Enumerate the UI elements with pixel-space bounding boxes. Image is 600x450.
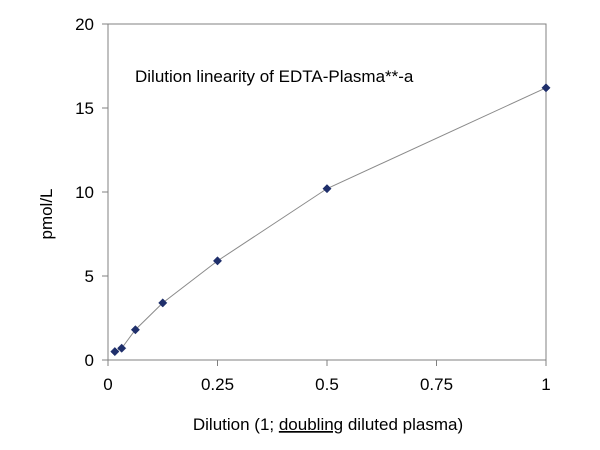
- x-axis-title-part-1: Dilution (1;: [193, 415, 279, 434]
- data-point-marker: [117, 343, 127, 353]
- y-tick-label: 10: [75, 183, 94, 202]
- x-axis-title: Dilution (1; doubling diluted plasma): [193, 415, 463, 434]
- data-point-marker: [212, 256, 223, 266]
- y-axis-title: pmol/L: [37, 188, 56, 239]
- x-tick-label: 0.75: [420, 375, 453, 394]
- data-point-marker: [158, 298, 168, 308]
- x-axis-title-part-2: doubling: [279, 415, 343, 434]
- y-tick-label: 0: [85, 351, 94, 370]
- y-tick-label: 15: [75, 99, 94, 118]
- x-tick-label: 1: [541, 375, 550, 394]
- x-tick-label: 0.5: [315, 375, 339, 394]
- series-line: [114, 87, 547, 353]
- y-tick-label: 20: [75, 15, 94, 34]
- data-point-marker: [322, 184, 332, 194]
- x-axis-ticks: 0 0.25 0.5 0.75 1: [103, 360, 551, 394]
- y-tick-label: 5: [85, 267, 94, 286]
- x-axis-title-part-3: diluted plasma): [343, 415, 463, 434]
- data-point-marker: [110, 347, 120, 357]
- series-group: [110, 83, 551, 357]
- x-tick-label: 0.25: [201, 375, 234, 394]
- y-axis-ticks: 0 5 10 15 20: [75, 15, 108, 370]
- chart-annotation: Dilution linearity of EDTA-Plasma**-a: [135, 67, 414, 86]
- data-point-marker: [130, 325, 140, 335]
- x-tick-label: 0: [103, 375, 112, 394]
- data-point-marker: [541, 83, 551, 93]
